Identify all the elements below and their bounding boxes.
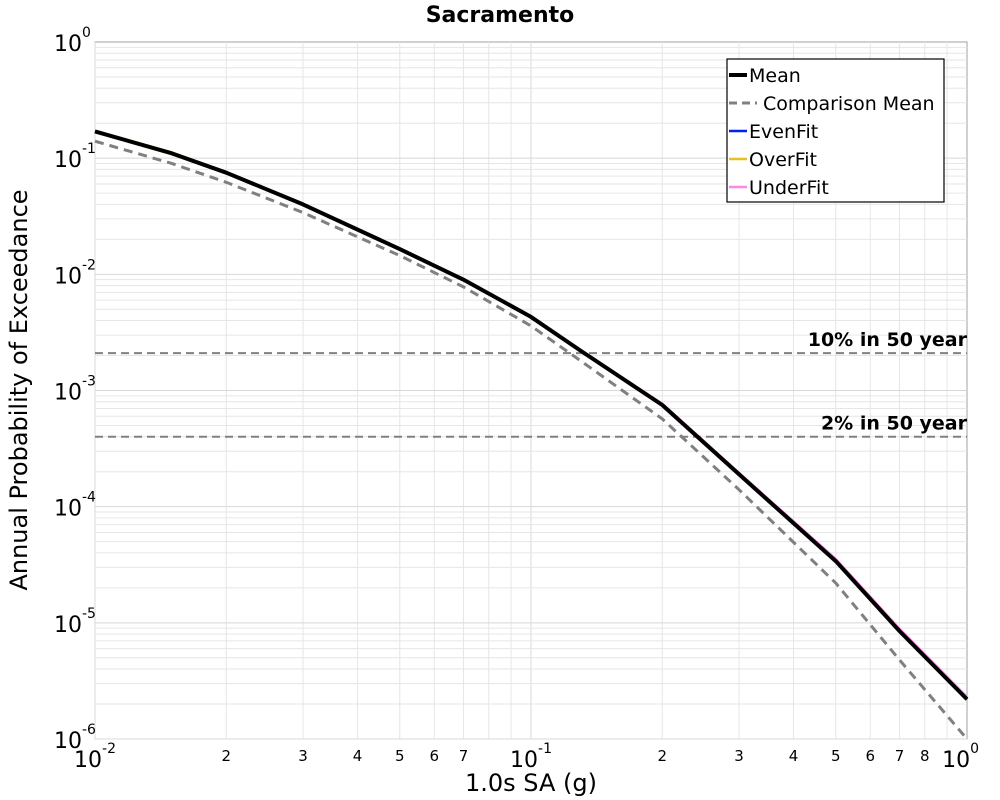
legend-label: Comparison Mean — [763, 93, 935, 115]
y-tick-label: 10-5 — [54, 606, 96, 638]
legend-label: UnderFit — [749, 177, 829, 199]
series-line-mean — [94, 129, 969, 701]
x-axis-label: 1.0s SA (g) — [465, 769, 597, 797]
y-tick-label: 10-1 — [54, 141, 96, 173]
x-minor-tick-label: 5 — [395, 747, 405, 765]
y-axis-ticks: 100 10-1 10-2 10-3 10-4 10-5 10-6 — [54, 25, 96, 754]
y-axis-label: Annual Probability of Exceedance — [5, 189, 33, 590]
legend-label: EvenFit — [749, 121, 818, 143]
y-tick-label: 10-3 — [54, 374, 96, 406]
x-minor-tick-label: 8 — [920, 747, 930, 765]
y-tick-label: 10-4 — [54, 490, 96, 522]
x-tick-label: 10-1 — [510, 741, 552, 773]
x-minor-tick-label: 3 — [298, 747, 308, 765]
series-line-comparison-mean — [94, 139, 969, 740]
x-tick-label: 100 — [942, 741, 979, 773]
x-minor-tick-label: 2 — [221, 747, 231, 765]
x-minor-tick-label: 2 — [657, 747, 667, 765]
reference-line-label: 2% in 50 year — [821, 413, 968, 435]
y-tick-label: 10-6 — [54, 722, 96, 754]
x-minor-tick-label: 7 — [895, 747, 905, 765]
grid-lines — [94, 42, 967, 740]
chart-title: Sacramento — [426, 3, 575, 28]
x-minor-tick-label: 6 — [430, 747, 440, 765]
legend-label: OverFit — [749, 149, 817, 171]
legend-label: Mean — [749, 65, 801, 87]
legend: Mean Comparison Mean EvenFit OverFit UnderFi… — [726, 58, 945, 203]
reference-line-label: 10% in 50 year — [808, 329, 968, 351]
reference-lines: 10% in 50 year 2% in 50 year — [95, 329, 968, 438]
y-tick-label: 100 — [54, 25, 91, 57]
x-minor-tick-label: 3 — [734, 747, 744, 765]
legend-box — [726, 58, 945, 203]
x-minor-tick-label: 5 — [831, 747, 841, 765]
x-minor-tick-label: 4 — [789, 747, 799, 765]
x-minor-tick-label: 6 — [866, 747, 876, 765]
x-minor-tick-label: 4 — [353, 747, 363, 765]
series-lines — [94, 129, 969, 740]
x-minor-tick-label: 7 — [459, 747, 469, 765]
y-tick-label: 10-2 — [54, 257, 96, 289]
x-tick-label: 10-2 — [74, 741, 116, 773]
